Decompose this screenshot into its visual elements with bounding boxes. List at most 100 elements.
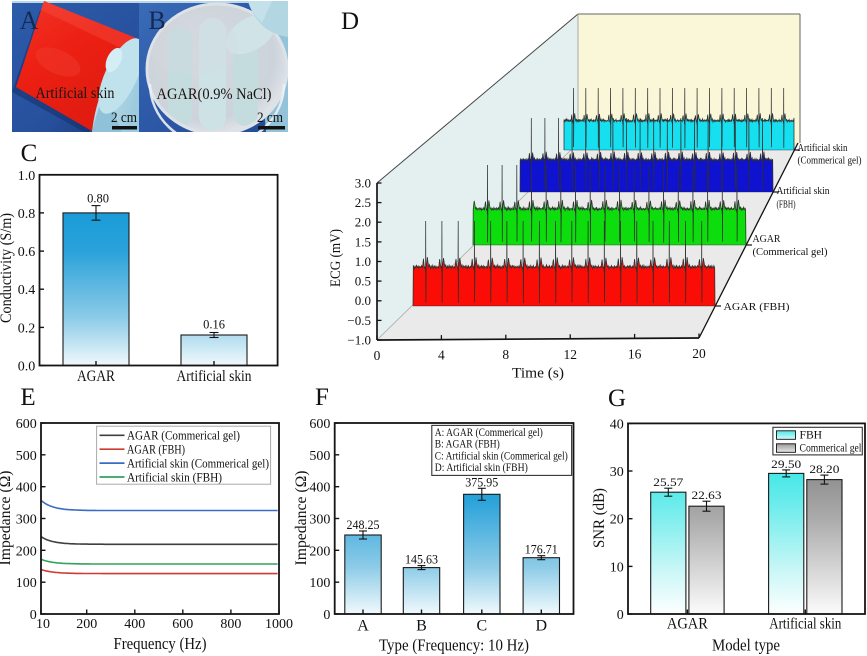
svg-text:500: 500 — [16, 449, 37, 464]
svg-text:28.20: 28.20 — [809, 462, 839, 476]
svg-text:400: 400 — [124, 617, 145, 632]
svg-text:G: G — [608, 385, 626, 412]
svg-text:D: D — [536, 618, 548, 635]
svg-text:600: 600 — [309, 417, 330, 432]
svg-text:300: 300 — [16, 513, 37, 528]
svg-text:D: D — [341, 8, 359, 35]
svg-text:−1.0: −1.0 — [347, 332, 371, 347]
svg-text:A: A — [20, 6, 39, 35]
svg-text:A: AGAR (Commerical gel): A: AGAR (Commerical gel) — [435, 426, 543, 439]
svg-text:4: 4 — [438, 348, 445, 363]
svg-text:A: A — [357, 618, 369, 635]
svg-text:12: 12 — [563, 347, 577, 362]
svg-text:200: 200 — [16, 544, 37, 559]
svg-text:AGAR: AGAR — [77, 368, 115, 385]
svg-text:(Commerical gel): (Commerical gel) — [798, 155, 862, 167]
svg-text:0: 0 — [617, 608, 624, 623]
svg-text:Artificial skin: Artificial skin — [36, 85, 115, 102]
svg-text:16: 16 — [628, 346, 642, 361]
svg-text:10: 10 — [36, 617, 50, 632]
svg-text:0.0: 0.0 — [355, 293, 371, 308]
svg-text:AGAR (Commerical gel): AGAR (Commerical gel) — [127, 429, 240, 443]
svg-text:300: 300 — [309, 513, 330, 528]
svg-text:AGAR: AGAR — [667, 616, 708, 633]
svg-text:AGAR (FBH): AGAR (FBH) — [127, 443, 185, 457]
svg-text:(FBH): (FBH) — [777, 199, 796, 211]
svg-text:C: C — [21, 140, 38, 167]
svg-text:0: 0 — [323, 608, 330, 623]
svg-text:0.5: 0.5 — [355, 274, 371, 289]
svg-text:2 cm: 2 cm — [257, 110, 283, 126]
svg-text:25.57: 25.57 — [653, 475, 683, 489]
svg-text:0: 0 — [30, 608, 37, 623]
svg-text:145.63: 145.63 — [405, 553, 438, 567]
svg-text:Type (Frequency: 10 Hz): Type (Frequency: 10 Hz) — [379, 636, 529, 655]
svg-text:C: C — [476, 618, 487, 635]
svg-text:Artificial skin: Artificial skin — [798, 142, 848, 154]
svg-text:1000: 1000 — [265, 617, 293, 632]
svg-text:2.5: 2.5 — [355, 195, 371, 210]
svg-text:Time (s): Time (s) — [512, 366, 564, 382]
svg-text:0: 0 — [374, 348, 381, 363]
svg-text:AGAR: AGAR — [753, 233, 782, 245]
svg-text:B: B — [416, 618, 427, 635]
svg-text:10: 10 — [610, 560, 624, 575]
svg-text:600: 600 — [16, 417, 37, 432]
svg-text:Conductivity (S/m): Conductivity (S/m) — [0, 213, 15, 323]
svg-text:C: Artificial skin (Commerical: C: Artificial skin (Commerical gel) — [435, 449, 568, 462]
svg-text:E: E — [20, 384, 35, 411]
svg-text:FBH: FBH — [800, 429, 823, 442]
svg-text:248.25: 248.25 — [347, 518, 380, 532]
svg-text:30: 30 — [610, 465, 624, 480]
svg-text:1.0: 1.0 — [18, 169, 36, 184]
svg-text:800: 800 — [220, 617, 241, 632]
svg-text:0.8: 0.8 — [18, 207, 36, 222]
svg-text:Artificial skin (Commerical ge: Artificial skin (Commerical gel) — [127, 456, 269, 470]
svg-text:375.95: 375.95 — [465, 475, 498, 489]
svg-text:1.0: 1.0 — [355, 254, 371, 269]
svg-text:B: B — [148, 6, 165, 35]
svg-text:Impedance (Ω): Impedance (Ω) — [0, 471, 14, 566]
svg-text:0.6: 0.6 — [18, 245, 36, 260]
svg-text:ECG (mV): ECG (mV) — [328, 229, 344, 287]
svg-text:F: F — [315, 384, 329, 411]
svg-text:200: 200 — [76, 617, 97, 632]
svg-text:0.4: 0.4 — [18, 283, 36, 298]
svg-text:0.80: 0.80 — [87, 191, 109, 205]
svg-text:AGAR (FBH): AGAR (FBH) — [724, 301, 790, 313]
svg-text:29.50: 29.50 — [771, 457, 801, 471]
svg-text:−0.5: −0.5 — [347, 313, 371, 328]
svg-text:100: 100 — [16, 576, 37, 591]
svg-text:400: 400 — [309, 481, 330, 496]
svg-text:100: 100 — [309, 576, 330, 591]
svg-text:D: Artificial skin (FBH): D: Artificial skin (FBH) — [435, 461, 528, 474]
svg-text:Model type: Model type — [712, 636, 780, 655]
svg-text:2.0: 2.0 — [355, 215, 371, 230]
svg-text:22.63: 22.63 — [692, 488, 722, 502]
svg-text:Commerical gel: Commerical gel — [800, 442, 862, 455]
svg-text:0.0: 0.0 — [18, 360, 36, 375]
svg-text:176.71: 176.71 — [525, 543, 558, 557]
svg-text:20: 20 — [692, 346, 706, 361]
svg-text:3.0: 3.0 — [355, 175, 371, 190]
svg-text:AGAR(0.9% NaCl): AGAR(0.9% NaCl) — [157, 86, 272, 103]
svg-text:200: 200 — [309, 544, 330, 559]
svg-text:B: AGAR (FBH): B: AGAR (FBH) — [435, 438, 500, 451]
svg-text:Artificial skin: Artificial skin — [769, 616, 841, 633]
svg-text:2 cm: 2 cm — [111, 110, 137, 126]
svg-text:8: 8 — [502, 347, 509, 362]
svg-text:1.5: 1.5 — [355, 234, 371, 249]
svg-text:0.2: 0.2 — [18, 321, 36, 336]
svg-text:Artificial skin (FBH): Artificial skin (FBH) — [127, 470, 222, 484]
svg-text:20: 20 — [610, 513, 624, 528]
svg-text:600: 600 — [172, 617, 193, 632]
svg-text:Artificial skin: Artificial skin — [177, 368, 252, 385]
svg-text:Impedance (Ω): Impedance (Ω) — [293, 471, 310, 566]
svg-text:500: 500 — [309, 449, 330, 464]
svg-text:40: 40 — [610, 417, 624, 432]
svg-text:Frequency (Hz): Frequency (Hz) — [114, 634, 207, 653]
svg-text:(Commerical gel): (Commerical gel) — [753, 246, 828, 258]
svg-text:SNR (dB): SNR (dB) — [591, 488, 608, 548]
svg-text:Artificial skin: Artificial skin — [777, 185, 830, 197]
svg-text:0.16: 0.16 — [203, 318, 225, 332]
